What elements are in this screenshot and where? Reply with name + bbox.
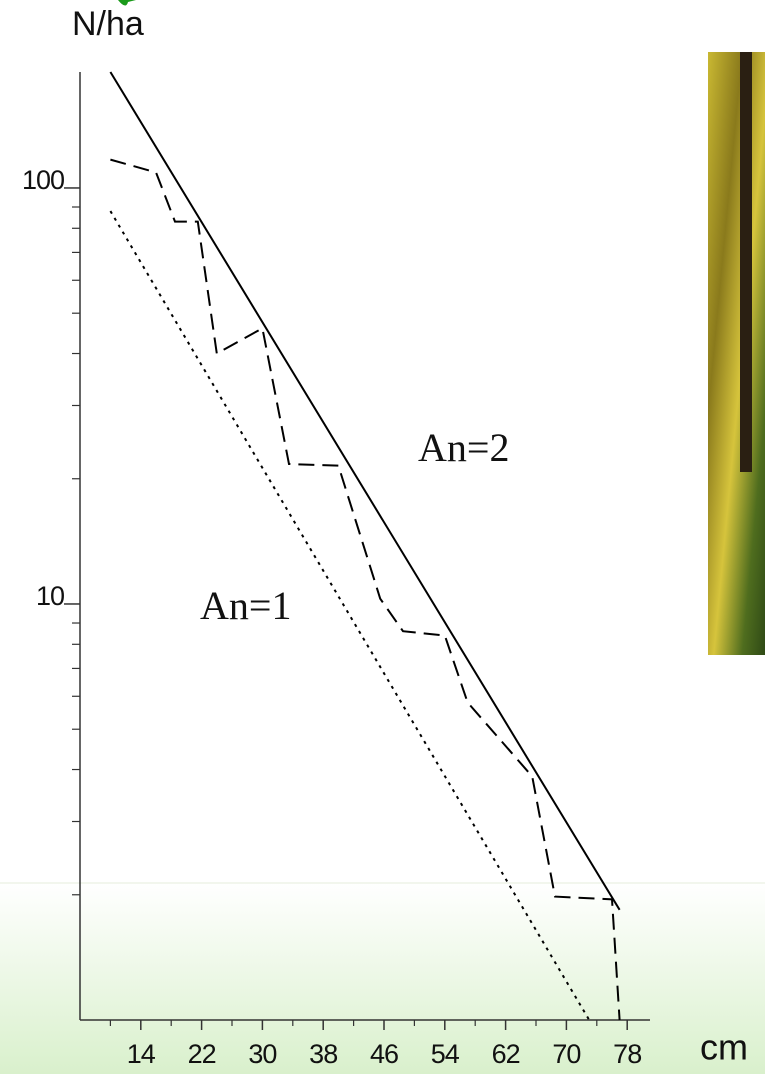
x-tick-label: 30 [248, 1039, 276, 1069]
forest-photo [708, 52, 765, 655]
annotation: An=1 [200, 583, 291, 628]
tree-trunk [740, 52, 752, 472]
y-axis-label: N/ha [72, 5, 144, 43]
x-tick-label: 46 [370, 1039, 398, 1069]
y-tick-label: 100 [22, 165, 64, 195]
x-axis-unit: cm [700, 1027, 748, 1068]
x-tick-label: 38 [309, 1039, 337, 1069]
x-tick-label: 14 [127, 1039, 156, 1069]
x-tick-label: 22 [188, 1039, 216, 1069]
series-line [109, 71, 621, 911]
footer-band [0, 883, 765, 1074]
x-tick-label: 62 [492, 1039, 520, 1069]
x-tick-label: 54 [431, 1039, 460, 1069]
annotation: An=2 [418, 425, 509, 470]
x-tick-label: 78 [613, 1039, 641, 1069]
y-tick-label: 10 [36, 581, 64, 611]
logo-fragment [118, 0, 136, 6]
x-tick-label: 70 [552, 1039, 580, 1069]
series-line [110, 158, 621, 1021]
